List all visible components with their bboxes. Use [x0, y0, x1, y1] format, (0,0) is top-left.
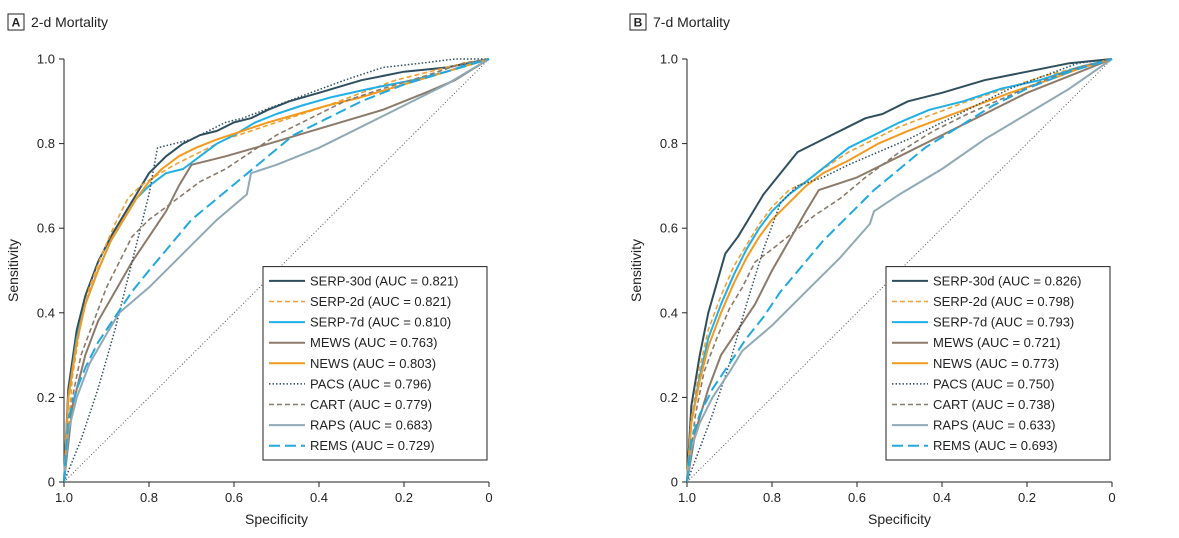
legend-label: CART (AUC = 0.738) — [933, 397, 1055, 412]
legend-label: RAPS (AUC = 0.633) — [933, 418, 1055, 433]
legend-label: SERP-30d (AUC = 0.826) — [933, 273, 1081, 288]
panel-b-legend: SERP-30d (AUC = 0.826) SERP-2d (AUC = 0.… — [885, 266, 1111, 461]
series-line-raps — [63, 58, 490, 483]
panel-b-letter-box — [629, 13, 647, 31]
panel-b-x-axis-label: Specificity — [868, 511, 931, 527]
legend-label: SERP-2d (AUC = 0.798) — [933, 294, 1074, 309]
panel-a-x-tick-label: 0.4 — [310, 490, 328, 505]
panel-a-plot-area — [59, 58, 490, 487]
panel-b-letter: B — [634, 16, 643, 30]
panel-a-title: 2-d Mortality — [31, 14, 108, 30]
panel-a-x-ticks: 1.0 0.8 0.6 0.4 0.2 0 — [55, 490, 493, 505]
panel-a-x-tick-label: 1.0 — [55, 490, 73, 505]
legend-item-pacs: PACS (AUC = 0.796) — [269, 376, 432, 391]
panel-a-y-ticks: 0 0.2 0.4 0.6 0.8 1.0 — [37, 52, 55, 490]
legend-label: SERP-7d (AUC = 0.793) — [933, 315, 1074, 330]
panel-a-legend: SERP-30d (AUC = 0.821) SERP-2d (AUC = 0.… — [262, 266, 488, 461]
legend-item-mews: MEWS (AUC = 0.763) — [269, 335, 438, 350]
legend-item-serp-2d: SERP-2d (AUC = 0.798) — [892, 294, 1074, 309]
series-line-serp-2d — [686, 58, 1113, 483]
legend-label: NEWS (AUC = 0.803) — [310, 356, 436, 371]
panel-b-x-tick-label: 1.0 — [678, 490, 696, 505]
legend-item-mews: MEWS (AUC = 0.721) — [892, 335, 1061, 350]
legend-item-serp-7d: SERP-7d (AUC = 0.793) — [892, 315, 1074, 330]
panel-b-reference-line — [686, 58, 1113, 483]
legend-label: MEWS (AUC = 0.763) — [310, 335, 438, 350]
panel-a-x-tick-label: 0.8 — [140, 490, 158, 505]
panel-a-letter-box — [7, 13, 25, 31]
series-line-mews — [63, 58, 490, 483]
legend-item-serp-2d: SERP-2d (AUC = 0.821) — [269, 294, 451, 309]
panel-b: B 7-d Mortality 1.0 0.8 0.6 0.4 0.2 0 0 … — [628, 13, 1116, 527]
panel-b-x-tick-label: 0.4 — [933, 490, 951, 505]
series-line-pacs — [686, 58, 1113, 483]
panel-b-y-tick-label: 0.2 — [660, 390, 678, 405]
legend-label: MEWS (AUC = 0.721) — [933, 335, 1061, 350]
panel-a-y-axis-label: Sensitivity — [5, 239, 21, 302]
legend-label: SERP-2d (AUC = 0.821) — [310, 294, 451, 309]
panel-a: A 2-d Mortality 1.0 0.8 0.6 0.4 0.2 0 0 … — [5, 13, 493, 527]
panel-b-y-tick-label: 0 — [671, 475, 678, 490]
legend-item-serp-30d: SERP-30d (AUC = 0.821) — [269, 273, 458, 288]
legend-label: PACS (AUC = 0.796) — [310, 376, 432, 391]
series-line-cart — [63, 58, 490, 483]
panel-a-y-tick-label: 0 — [48, 475, 55, 490]
series-line-serp-2d — [63, 58, 490, 483]
panel-a-y-tick-label: 0.8 — [37, 136, 55, 151]
legend-item-rems: REMS (AUC = 0.693) — [892, 438, 1058, 453]
panel-a-y-tick-label: 0.2 — [37, 390, 55, 405]
series-line-raps — [686, 58, 1113, 483]
panel-a-reference-line — [63, 58, 490, 483]
panel-b-x-tick-label: 0 — [1108, 490, 1115, 505]
panel-a-x-axis-label: Specificity — [245, 511, 308, 527]
legend-label: SERP-30d (AUC = 0.821) — [310, 273, 458, 288]
legend-item-serp-7d: SERP-7d (AUC = 0.810) — [269, 315, 451, 330]
panel-b-x-tick-label: 0.8 — [763, 490, 781, 505]
panel-a-x-tick-label: 0 — [485, 490, 492, 505]
panel-a-x-tick-label: 0.2 — [395, 490, 413, 505]
panel-a-y-tick-label: 0.6 — [37, 221, 55, 236]
panel-b-x-tick-label: 0.6 — [848, 490, 866, 505]
panel-b-y-axis-label: Sensitivity — [628, 239, 644, 302]
series-line-serp-7d — [686, 58, 1113, 483]
panel-a-y-tick-label: 0.4 — [37, 305, 55, 320]
series-line-rems — [63, 58, 490, 483]
panel-b-x-tick-label: 0.2 — [1018, 490, 1036, 505]
panel-a-x-tick-label: 0.6 — [225, 490, 243, 505]
legend-label: PACS (AUC = 0.750) — [933, 376, 1055, 391]
panel-b-y-ticks: 0 0.2 0.4 0.6 0.8 1.0 — [660, 52, 678, 490]
series-line-cart — [686, 58, 1113, 483]
legend-item-rems: REMS (AUC = 0.729) — [269, 438, 435, 453]
legend-label: NEWS (AUC = 0.773) — [933, 356, 1059, 371]
panel-b-title: 7-d Mortality — [653, 14, 730, 30]
legend-label: REMS (AUC = 0.693) — [933, 438, 1058, 453]
legend-item-news: NEWS (AUC = 0.773) — [892, 356, 1059, 371]
legend-item-raps: RAPS (AUC = 0.683) — [269, 418, 432, 433]
panel-b-y-tick-label: 0.6 — [660, 221, 678, 236]
legend-label: SERP-7d (AUC = 0.810) — [310, 315, 451, 330]
series-line-mews — [686, 58, 1113, 483]
legend-item-serp-30d: SERP-30d (AUC = 0.826) — [892, 273, 1081, 288]
series-line-news — [686, 58, 1113, 483]
panel-a-letter: A — [12, 16, 21, 30]
legend-item-cart: CART (AUC = 0.779) — [269, 397, 432, 412]
legend-label: REMS (AUC = 0.729) — [310, 438, 435, 453]
series-line-serp-30d — [686, 58, 1113, 483]
legend-item-pacs: PACS (AUC = 0.750) — [892, 376, 1055, 391]
legend-label: RAPS (AUC = 0.683) — [310, 418, 432, 433]
panel-b-y-tick-label: 0.4 — [660, 305, 678, 320]
legend-label: CART (AUC = 0.779) — [310, 397, 432, 412]
panel-b-x-ticks: 1.0 0.8 0.6 0.4 0.2 0 — [678, 490, 1116, 505]
panel-a-y-tick-label: 1.0 — [37, 52, 55, 67]
series-line-rems — [686, 58, 1113, 483]
legend-item-raps: RAPS (AUC = 0.633) — [892, 418, 1055, 433]
legend-item-news: NEWS (AUC = 0.803) — [269, 356, 436, 371]
panel-b-y-tick-label: 1.0 — [660, 52, 678, 67]
legend-item-cart: CART (AUC = 0.738) — [892, 397, 1055, 412]
panel-b-y-tick-label: 0.8 — [660, 136, 678, 151]
panel-b-plot-area — [682, 58, 1113, 487]
